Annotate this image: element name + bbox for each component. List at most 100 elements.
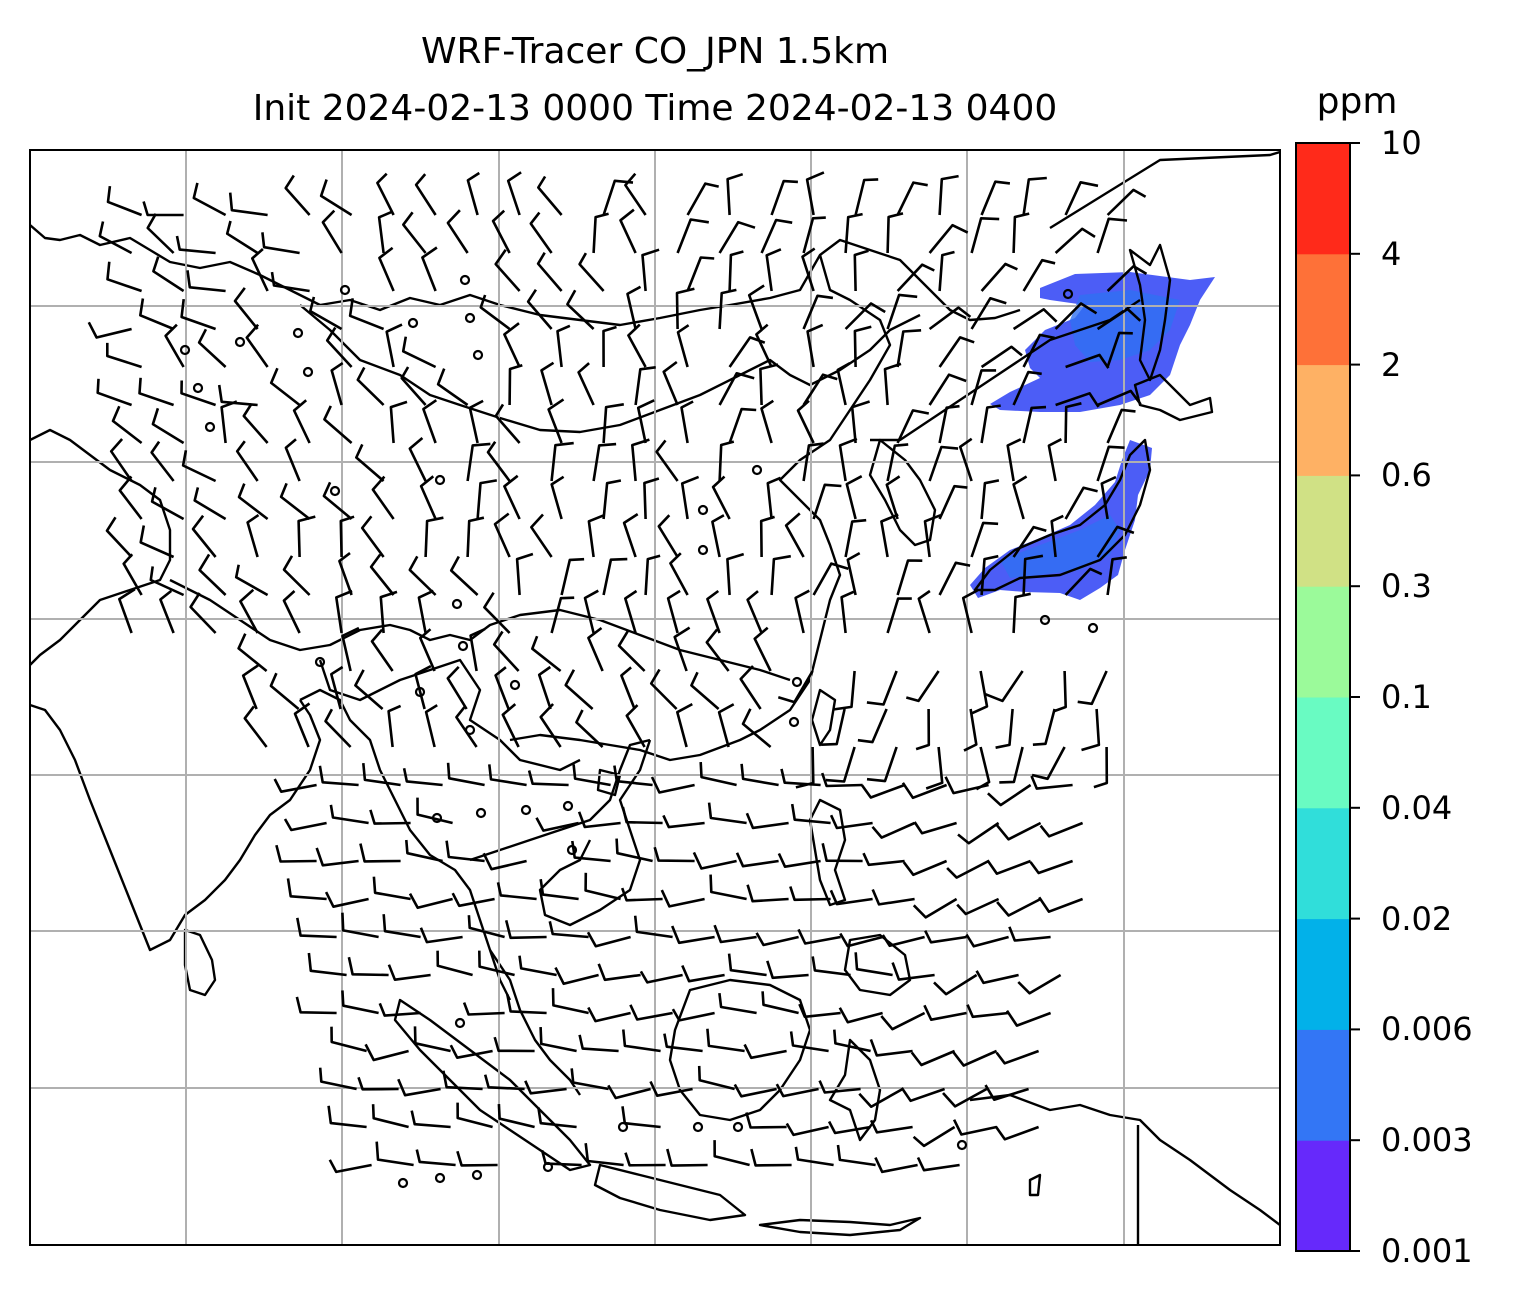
wind-barb (1008, 926, 1051, 942)
calm-wind-marker (471, 1169, 483, 1181)
wind-barb (282, 590, 301, 634)
wind-barb (469, 627, 486, 672)
wind-barb (1039, 821, 1084, 838)
wind-barb (584, 872, 621, 901)
wind-barb (838, 1007, 883, 1024)
wind-barb (408, 555, 437, 596)
wind-barb (275, 844, 317, 863)
coast-japan-honshu (973, 438, 1152, 592)
wind-barb (928, 445, 959, 482)
wind-barb (854, 178, 879, 216)
colorbar-unit-label: ppm (1316, 81, 1398, 122)
calm-wind-marker (397, 1177, 409, 1189)
wind-barb (414, 664, 432, 710)
coast-timor (1028, 1173, 1042, 1197)
coast-vietnam (538, 739, 652, 927)
wind-barb (938, 561, 971, 596)
coast-taiwan (810, 688, 837, 747)
wind-barb (613, 765, 653, 787)
wind-barb (644, 554, 661, 596)
calm-wind-marker (459, 274, 471, 286)
wind-barb (858, 1087, 904, 1108)
wind-barb (479, 294, 511, 331)
wind-barb (770, 179, 798, 216)
wind-barb (633, 915, 673, 939)
wind-barb (629, 1004, 673, 1021)
wind-barb (886, 443, 909, 482)
wind-barb (138, 377, 175, 407)
wind-barb (372, 876, 411, 901)
wind-barb (494, 249, 521, 292)
wind-barb (755, 932, 799, 947)
wind-barb (400, 366, 427, 406)
calm-wind-marker (692, 1121, 704, 1133)
wind-barb (402, 768, 443, 787)
wind-barb (794, 1146, 834, 1167)
wind-barb (871, 821, 916, 839)
wind-barb (478, 950, 515, 977)
wind-barb (504, 919, 547, 940)
wind-barb (424, 704, 438, 748)
wind-barb (711, 514, 725, 558)
wind-barb (871, 888, 915, 906)
wind-barb (902, 859, 948, 877)
wind-barb (370, 628, 394, 672)
wind-barb (1012, 212, 1030, 254)
wind-barb (527, 770, 569, 787)
wind-barb (728, 407, 757, 444)
wind-barb (577, 811, 621, 829)
wind-barb (963, 708, 978, 752)
wind-barb (643, 477, 660, 520)
wind-barb (105, 516, 133, 558)
wind-barb (706, 1028, 745, 1053)
wind-barb (917, 589, 931, 634)
wind-barb (180, 380, 217, 407)
wind-barb (910, 1049, 956, 1067)
wind-barb (419, 927, 463, 944)
wind-barb (241, 664, 259, 710)
calm-wind-marker (407, 317, 419, 329)
coast-sakhalin (1128, 243, 1172, 382)
wind-barb (915, 708, 931, 751)
wind-barb (624, 589, 638, 634)
calm-wind-marker (697, 504, 709, 516)
wind-barb (572, 764, 611, 787)
wind-barb (681, 964, 725, 983)
wind-barb (740, 763, 779, 787)
wind-barb (624, 1152, 666, 1167)
calm-wind-marker (179, 344, 191, 356)
wind-barb (494, 403, 521, 444)
wind-barb (451, 892, 495, 908)
wind-barb (413, 1026, 451, 1053)
wind-barb (938, 250, 955, 292)
wind-barb (840, 590, 855, 634)
colorbar-tick-label: 10 (1381, 124, 1422, 162)
wind-barb (713, 924, 757, 944)
calm-wind-marker (562, 800, 574, 812)
wind-barb (806, 323, 824, 368)
wind-barb (798, 1003, 841, 1019)
wind-barb (566, 289, 595, 330)
wind-barb (850, 400, 871, 444)
wind-barb (292, 399, 311, 444)
wind-barb (111, 405, 143, 445)
wind-barb (149, 566, 185, 597)
wind-barb (980, 404, 1001, 444)
wind-barb (883, 362, 902, 406)
wind-barb (970, 369, 997, 406)
colorbar-segment (1296, 143, 1350, 255)
wind-barb (760, 399, 775, 444)
wind-barb (1047, 438, 1062, 482)
wind-barb (923, 1004, 967, 1021)
wind-barb (550, 441, 574, 482)
map-panel[interactable] (30, 150, 1280, 1245)
border-himalaya (169, 578, 791, 682)
calm-wind-marker (1087, 622, 1099, 634)
wind-barb (550, 475, 565, 520)
wind-barb (587, 626, 604, 672)
wind-barb (718, 440, 735, 482)
wind-barb (515, 552, 534, 596)
wind-barb (966, 1004, 1009, 1019)
wind-barb (360, 515, 385, 558)
wind-barb (653, 846, 695, 863)
